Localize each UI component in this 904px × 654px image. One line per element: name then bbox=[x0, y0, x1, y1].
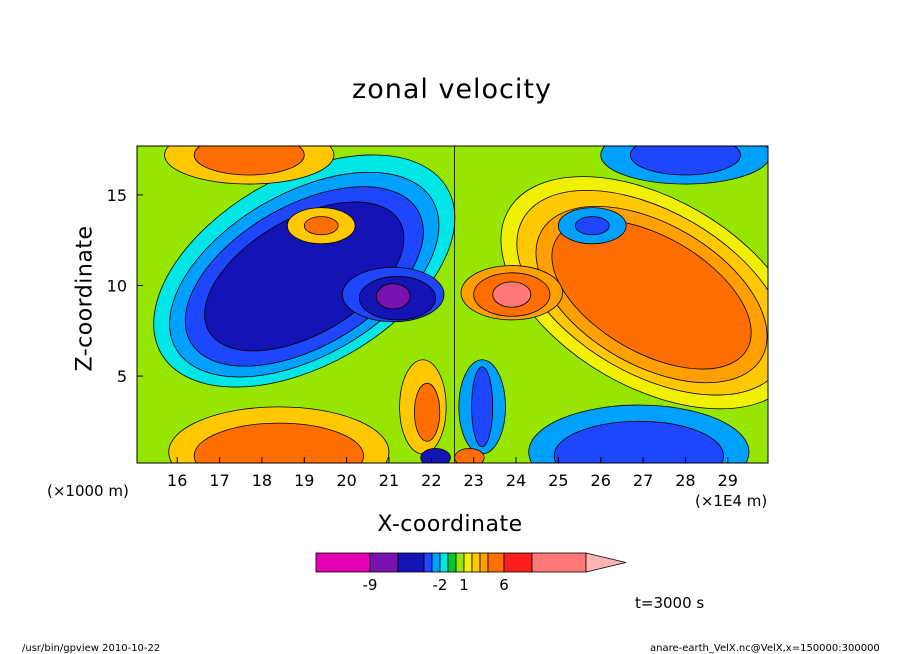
contour-region bbox=[471, 366, 494, 448]
colorbar-label: -9 bbox=[363, 576, 378, 594]
colorbar-swatch bbox=[439, 552, 449, 573]
colorbar-swatch bbox=[431, 552, 441, 573]
colorbar-arrow bbox=[585, 552, 627, 573]
x-tick-label: 28 bbox=[675, 471, 695, 490]
x-unit-left: (×1000 m) bbox=[47, 482, 129, 500]
y-tick-label: 5 bbox=[117, 367, 127, 386]
x-tick-label: 27 bbox=[633, 471, 653, 490]
x-tick-label: 25 bbox=[548, 471, 568, 490]
colorbar-swatch bbox=[423, 552, 433, 573]
y-axis: 5 10 15 bbox=[107, 186, 143, 386]
y-tick-label: 15 bbox=[107, 186, 127, 205]
x-tick-label: 22 bbox=[421, 471, 441, 490]
x-tick-label: 18 bbox=[252, 471, 272, 490]
x-tick-label: 17 bbox=[209, 471, 229, 490]
contour-region bbox=[193, 422, 364, 463]
colorbar-swatch bbox=[487, 552, 505, 573]
contour-region bbox=[303, 216, 339, 236]
y-tick-label: 10 bbox=[107, 276, 127, 295]
x-unit-right: (×1E4 m) bbox=[695, 492, 768, 510]
x-tick-label: 16 bbox=[167, 471, 187, 490]
contour-region bbox=[375, 283, 411, 310]
contour-region bbox=[454, 448, 485, 463]
contour-region bbox=[629, 146, 741, 176]
colorbar-swatch bbox=[463, 552, 473, 573]
x-axis: 16 17 18 19 20 21 22 23 24 25 26 27 28 29 bbox=[167, 457, 738, 490]
colorbar-swatch bbox=[479, 552, 489, 573]
colorbar-swatch bbox=[455, 552, 465, 573]
x-axis-label: X-coordinate bbox=[377, 512, 523, 537]
contour-field bbox=[153, 146, 768, 463]
contour-region bbox=[204, 201, 405, 352]
x-tick-label: 19 bbox=[294, 471, 314, 490]
colorbar-label: 6 bbox=[499, 576, 509, 594]
chart-title: zonal velocity bbox=[352, 74, 552, 105]
colorbar-label: 1 bbox=[459, 576, 469, 594]
footer-right: anare-earth_VelX.nc@VelX,x=150000:300000 bbox=[650, 643, 880, 654]
x-tick-label: 20 bbox=[336, 471, 356, 490]
x-tick-label: 21 bbox=[379, 471, 399, 490]
colorbar-swatch bbox=[315, 552, 371, 573]
colorbar-swatch bbox=[447, 552, 457, 573]
colorbar-swatch bbox=[397, 552, 425, 573]
colorbar-swatch bbox=[369, 552, 399, 573]
plot-frame bbox=[136, 145, 769, 464]
contour-region bbox=[551, 219, 752, 370]
contour-region bbox=[492, 281, 532, 308]
time-label: t=3000 s bbox=[635, 594, 705, 612]
colorbar: -9 -2 1 6 bbox=[315, 552, 627, 594]
contour-region bbox=[193, 146, 305, 176]
colorbar-swatch bbox=[471, 552, 481, 573]
x-tick-label: 23 bbox=[463, 471, 483, 490]
contour-region bbox=[574, 216, 610, 236]
contour-region bbox=[420, 448, 451, 463]
x-tick-label: 29 bbox=[718, 471, 738, 490]
footer-left: /usr/bin/gpview 2010-10-22 bbox=[22, 643, 161, 654]
colorbar-swatch bbox=[531, 552, 587, 573]
contour-region bbox=[413, 382, 441, 442]
x-tick-label: 26 bbox=[591, 471, 611, 490]
contour-region bbox=[553, 420, 724, 463]
colorbar-label: -2 bbox=[433, 576, 448, 594]
colorbar-swatch bbox=[503, 552, 533, 573]
x-tick-label: 24 bbox=[506, 471, 526, 490]
